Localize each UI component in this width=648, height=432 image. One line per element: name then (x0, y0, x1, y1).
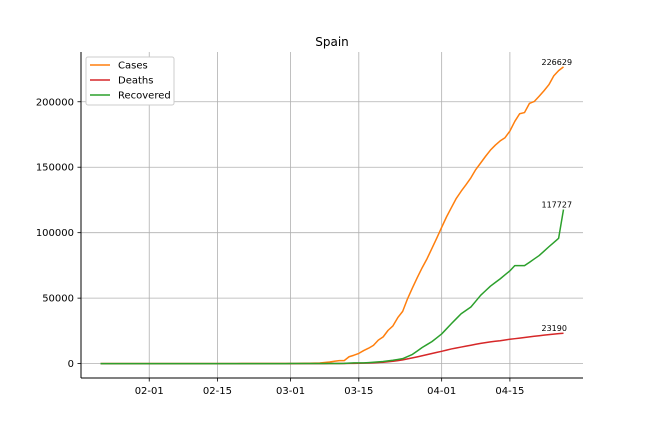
x-tick-label: 03-15 (344, 386, 373, 397)
legend-box (85, 56, 175, 106)
end-value-label: 117727 (542, 200, 573, 209)
legend: Cases Deaths Recovered (85, 56, 175, 106)
y-tick-label: 0 (68, 359, 74, 370)
legend-label-cases: Cases (118, 61, 148, 72)
end-value-label: 226629 (542, 58, 573, 67)
x-tick-label: 04-15 (495, 386, 524, 397)
y-tick-label: 150000 (36, 163, 74, 174)
annotations: 226629 117727 23190 (542, 58, 573, 333)
series-line-cases (100, 66, 564, 365)
series-line-deaths (100, 332, 564, 365)
plot-series (100, 66, 565, 365)
axes (80, 52, 583, 379)
x-tick-label: 02-15 (203, 386, 232, 397)
chart-title: Spain (315, 35, 349, 49)
y-tick-label: 100000 (36, 228, 74, 239)
legend-label-deaths: Deaths (118, 76, 153, 87)
end-value-label: 23190 (542, 324, 567, 333)
series-line-recovered (100, 209, 565, 365)
x-ticks: 02-01 02-15 03-01 03-15 04-01 04-15 (135, 378, 524, 397)
legend-label-recovered: Recovered (118, 91, 171, 102)
x-tick-label: 04-01 (427, 386, 456, 397)
y-tick-label: 200000 (36, 97, 74, 108)
y-tick-label: 50000 (42, 294, 74, 305)
x-tick-label: 03-01 (276, 386, 305, 397)
y-ticks: 0 50000 100000 150000 200000 (36, 97, 81, 370)
x-tick-label: 02-01 (135, 386, 164, 397)
